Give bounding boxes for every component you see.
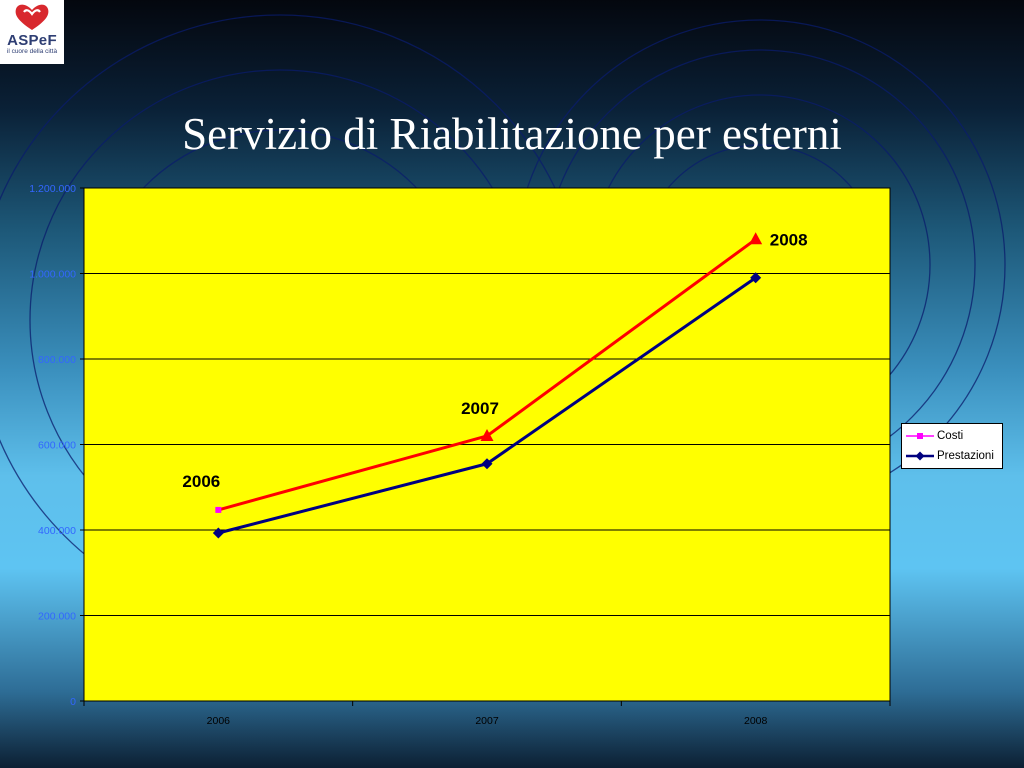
legend-label-costi: Costi <box>937 430 964 442</box>
annotations: 2006 2007 2008 <box>182 230 807 491</box>
prestazioni-point <box>481 458 493 470</box>
costi-point <box>480 428 494 441</box>
aspef-logo: ASPeF il cuore della città <box>0 0 64 64</box>
x-tick-label: 2008 <box>744 715 768 727</box>
prestazioni-point <box>750 272 762 284</box>
y-tick-label: 1.200.000 <box>29 183 76 195</box>
data-label: 2006 <box>182 472 220 491</box>
legend-label-prestazioni: Prestazioni <box>937 450 994 462</box>
costi-point <box>749 232 763 245</box>
legend-item-prestazioni: Prestazioni <box>906 448 994 464</box>
y-tick-label: 200.000 <box>38 611 76 623</box>
data-label: 2007 <box>461 399 499 418</box>
legend-prestazioni-swatch <box>906 451 934 461</box>
slide-title: Servizio di Riabilitazione per esterni <box>182 109 842 159</box>
y-tick-label: 600.000 <box>38 440 76 452</box>
x-axis: 2006 2007 2008 <box>83 701 891 727</box>
y-axis-ticks: 0 200.000 400.000 600.000 800.000 1.000.000 1.… <box>29 183 84 708</box>
x-tick-label: 2006 <box>207 715 231 727</box>
y-tick-label: 800.000 <box>38 354 76 366</box>
y-tick-label: 400.000 <box>38 525 76 537</box>
costi-point <box>215 506 222 513</box>
series-layer <box>212 232 763 539</box>
legend-costi-swatch <box>906 433 934 439</box>
heart-hands-icon <box>15 4 49 31</box>
x-tick-label: 2007 <box>475 715 499 727</box>
logo-tagline: il cuore della città <box>6 48 58 55</box>
data-label: 2008 <box>770 230 808 249</box>
logo-name: ASPeF <box>7 32 57 49</box>
y-tick-label: 0 <box>70 696 76 708</box>
y-tick-label: 1.000.000 <box>29 269 76 281</box>
legend-item-costi: Costi <box>906 428 963 444</box>
chart-legend: Costi Prestazioni <box>901 423 1003 469</box>
prestazioni-point <box>212 527 224 539</box>
